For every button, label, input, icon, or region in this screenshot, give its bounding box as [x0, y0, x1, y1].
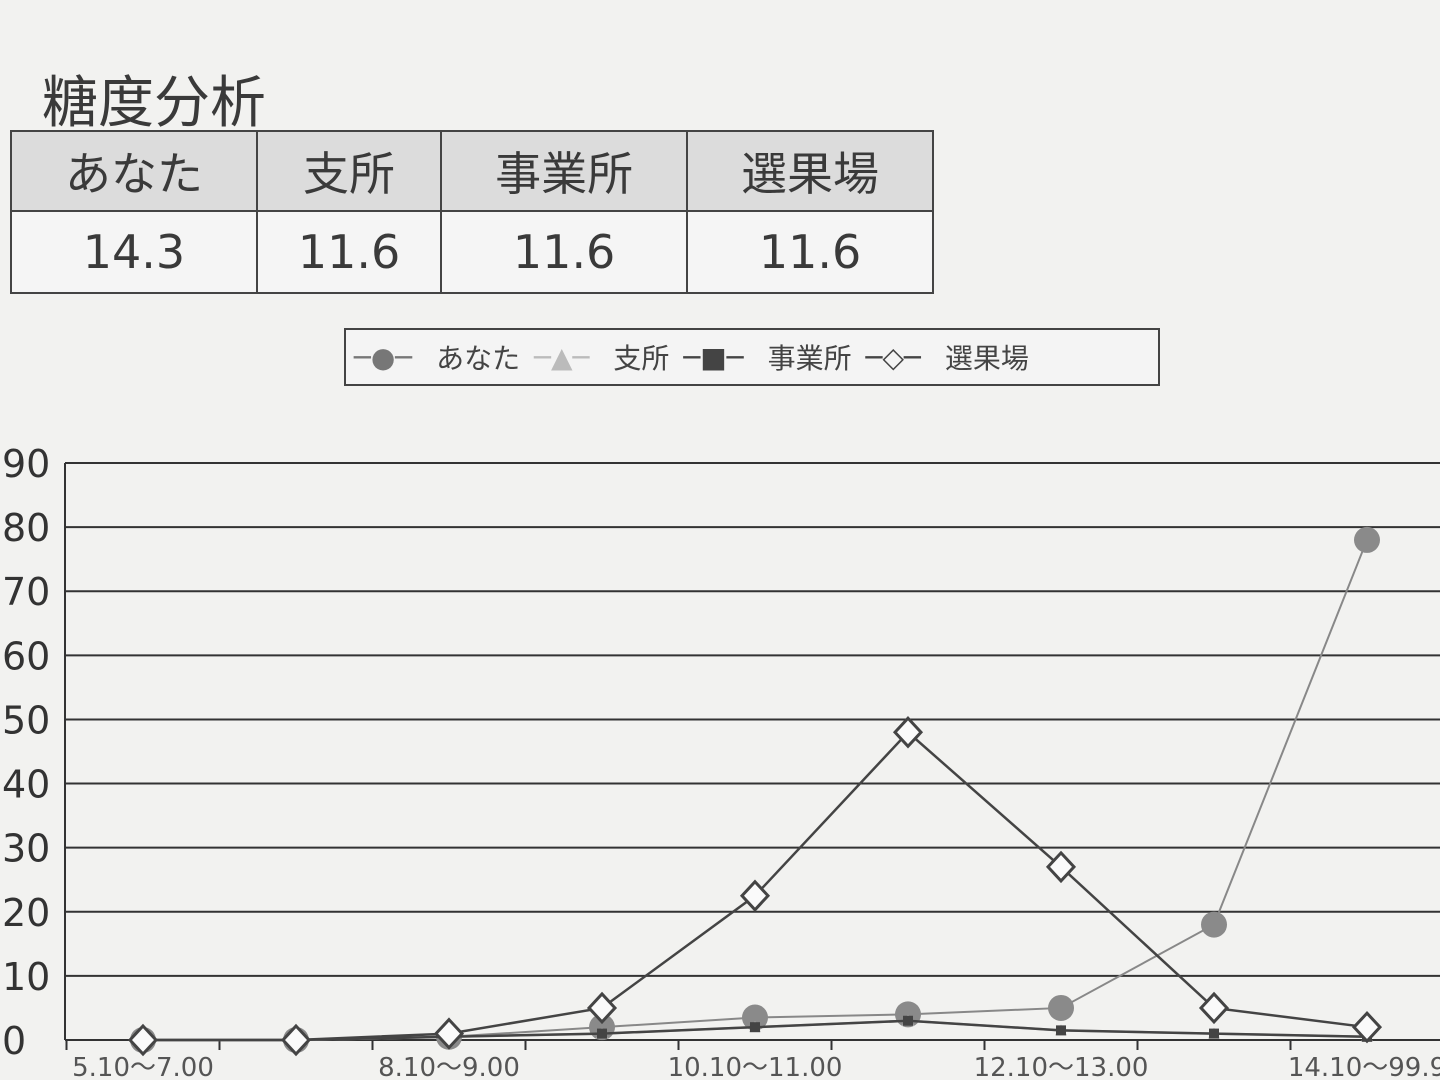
series-line	[143, 539, 1368, 1041]
y-tick-label: 60	[2, 634, 50, 678]
legend-item: ─■─ 事業所	[683, 340, 852, 376]
page-title: 糖度分析	[42, 71, 266, 136]
data-point-square	[903, 1015, 913, 1026]
circle-marker-icon: ─●─	[354, 340, 413, 374]
x-tick-label: 14.10～99.9	[1288, 1053, 1440, 1080]
x-tick-label: 12.10～13.00	[974, 1053, 1149, 1080]
data-point-diamond	[892, 716, 924, 749]
data-point-circle	[1048, 994, 1074, 1021]
y-tick-label: 20	[2, 891, 50, 935]
y-tick-label: 80	[2, 506, 50, 550]
data-point-circle	[1354, 526, 1380, 553]
data-point-square	[1056, 1025, 1066, 1036]
y-tick-label: 50	[2, 698, 50, 742]
data-point-circle	[1201, 911, 1227, 938]
header-cell: 支所	[255, 130, 443, 212]
y-tick-label: 10	[2, 955, 50, 999]
data-point-diamond	[739, 879, 771, 912]
value-cell: 11.6	[440, 210, 689, 294]
legend-item: ─▲─ 支所	[534, 340, 670, 376]
y-tick-label: 30	[2, 827, 50, 871]
square-marker-icon: ─■─	[683, 340, 744, 374]
data-point-diamond	[1045, 850, 1077, 884]
y-tick-label: 0	[2, 1019, 26, 1063]
chart-legend: ─●─ あなた ─▲─ 支所 ─■─ 事業所 ─◇─ 選果場	[344, 328, 1160, 386]
header-cell: 選果場	[686, 130, 934, 212]
data-point-diamond	[586, 991, 618, 1025]
summary-table: あなた 支所 事業所 選果場 14.3 11.6 11.6 11.6	[10, 130, 934, 294]
y-tick-label: 70	[2, 570, 50, 614]
data-point-circle	[742, 1004, 768, 1031]
data-point-square	[1209, 1028, 1219, 1039]
data-point-diamond	[127, 1023, 159, 1057]
value-cell: 11.6	[686, 210, 934, 294]
data-point-diamond	[433, 1017, 465, 1050]
value-cell: 14.3	[10, 210, 258, 294]
header-cell: 事業所	[440, 130, 689, 212]
x-tick-label: 5.10～7.00	[72, 1053, 214, 1080]
legend-item: ─◇─ 選果場	[865, 340, 1029, 376]
data-point-square	[750, 1022, 760, 1033]
x-tick-label: 8.10～9.00	[378, 1053, 520, 1080]
data-point-diamond	[1351, 1010, 1383, 1044]
diamond-marker-icon: ─◇─	[865, 340, 921, 374]
data-point-diamond	[1198, 991, 1230, 1025]
y-tick-label: 90	[2, 442, 50, 486]
data-point-square	[597, 1028, 607, 1039]
legend-item: ─●─ あなた	[354, 340, 521, 376]
header-cell: あなた	[10, 130, 258, 212]
y-tick-label: 40	[2, 763, 50, 807]
value-cell: 11.6	[255, 210, 443, 294]
triangle-marker-icon: ─▲─	[534, 340, 590, 374]
data-point-diamond	[280, 1023, 312, 1057]
x-tick-label: 10.10～11.00	[668, 1053, 843, 1080]
